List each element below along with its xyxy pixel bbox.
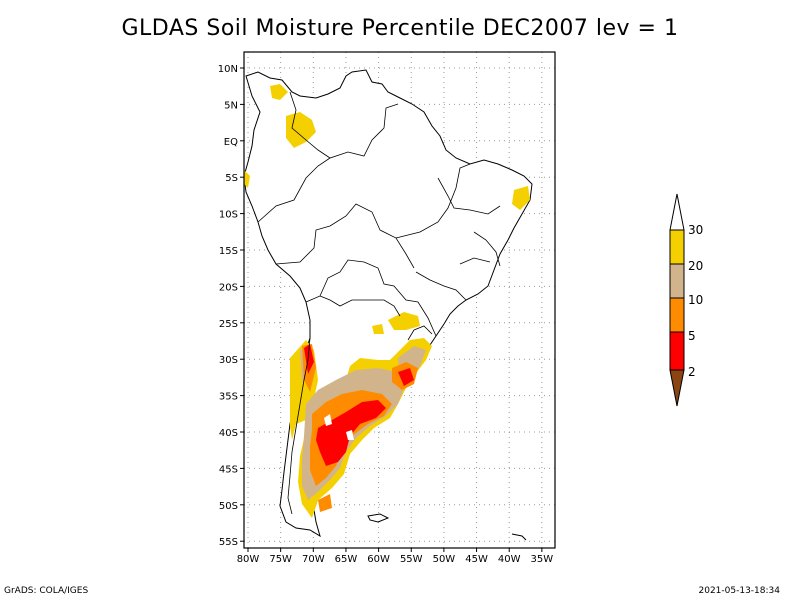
lat-tick-label: 5S [225,173,238,184]
lon-tick-label: 80W [237,554,260,565]
longitude-labels: 80W 75W 70W 65W 60W 55W 50W 45W 40W 35W [237,554,554,565]
lon-tick-label: 70W [302,554,325,565]
lat-tick-label: 20S [219,282,238,293]
colorbar-label: 30 [688,223,703,237]
lat-tick-label: 10N [218,64,238,75]
colorbar-bin-5-10 [669,297,685,333]
falkland-islands [367,513,390,523]
colorbar-bin-2-5 [669,331,685,371]
south-america-outline [243,69,533,538]
colorbar-bin-10-20 [669,263,685,299]
lat-tick-label: 15S [219,246,238,257]
lat-tick-label: 40S [219,428,238,439]
percentile-shading [244,84,530,518]
lat-tick-label: 55S [219,537,238,548]
colorbar-bin-20-30 [669,229,685,265]
lon-tick-label: 60W [367,554,390,565]
lon-tick-label: 45W [465,554,488,565]
country-borders [257,91,501,515]
colorbar-label: 5 [688,329,696,343]
map-title: GLDAS Soil Moisture Percentile DEC2007 l… [121,16,679,41]
lat-tick-label: 5N [224,100,238,111]
lat-tick-label: 10S [219,210,238,221]
latitude-labels: 10N 5N EQ 5S 10S 15S 20S 25S 30S 35S 40S 45S 50S 55S [218,64,238,548]
timestamp: 2021-05-13-18:34 [698,586,781,596]
lon-tick-label: 75W [269,554,292,565]
colorbar-bottom-triangle [669,369,685,407]
south-georgia [511,533,527,541]
map-frame [243,51,556,549]
colorbar-top-triangle [669,193,685,231]
colorbar [669,193,685,407]
lat-tick-label: EQ [224,137,238,148]
lon-tick-label: 65W [335,554,358,565]
colorbar-label: 20 [688,259,703,273]
lon-tick-label: 40W [498,554,521,565]
lon-tick-label: 55W [400,554,423,565]
lat-tick-label: 35S [219,392,238,403]
colorbar-label: 2 [688,365,696,379]
lat-tick-label: 30S [219,355,238,366]
lat-tick-label: 50S [219,501,238,512]
colorbar-label: 10 [688,293,703,307]
lat-tick-label: 45S [219,464,238,475]
lat-tick-label: 25S [219,319,238,330]
lon-tick-label: 35W [531,554,554,565]
lon-tick-label: 50W [433,554,456,565]
grads-credit: GrADS: COLA/IGES [4,586,89,596]
